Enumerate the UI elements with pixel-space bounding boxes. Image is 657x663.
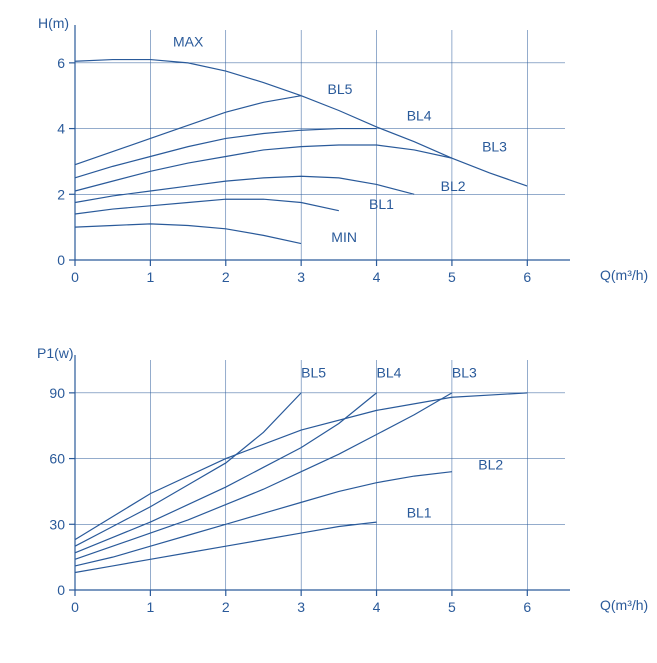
y-tick-label: 2 — [57, 186, 65, 202]
curve-bl2 — [75, 176, 414, 202]
curve-bl5 — [75, 96, 301, 165]
y-tick-label: 60 — [49, 451, 65, 467]
y-axis-label: H(m) — [38, 15, 69, 31]
x-tick-label: 4 — [373, 599, 381, 615]
x-axis-label: Q(m³/h) — [600, 597, 648, 613]
x-tick-label: 5 — [448, 599, 456, 615]
x-tick-label: 0 — [71, 599, 79, 615]
x-tick-label: 3 — [297, 599, 305, 615]
series-label-bl4: BL4 — [377, 365, 402, 381]
x-tick-label: 4 — [373, 269, 381, 285]
curve-bl3 — [75, 393, 452, 559]
x-axis-label: Q(m³/h) — [600, 267, 648, 283]
pump-curves-figure: 01234560246MAXBL5BL4BL3BL2BL1MINH(m)Q(m³… — [10, 10, 647, 653]
curve-bl1 — [75, 199, 339, 214]
x-tick-label: 6 — [523, 599, 531, 615]
series-label-max: MAX — [173, 33, 204, 49]
x-tick-label: 2 — [222, 269, 230, 285]
chart-svg: 01234560246MAXBL5BL4BL3BL2BL1MINH(m)Q(m³… — [10, 10, 657, 653]
y-tick-label: 6 — [57, 55, 65, 71]
chart2: 01234560306090BL5BL4BL3BL2BL1P1(w)Q(m³/h… — [37, 345, 648, 615]
curve-min — [75, 224, 301, 244]
y-tick-label: 90 — [49, 385, 65, 401]
x-tick-label: 0 — [71, 269, 79, 285]
series-label-min: MIN — [331, 229, 357, 245]
chart1: 0 1 2 3 4 5 6 0 2 4 6 MAX BL5 BL4 BL3 BL2 BL1 MIN H(m) Q(m³… — [38, 15, 648, 285]
series-label-bl3: BL3 — [452, 365, 477, 381]
x-tick-label: 3 — [297, 269, 305, 285]
series-label-bl3: BL3 — [482, 139, 507, 155]
y-tick-label: 0 — [57, 252, 65, 268]
x-tick-label: 1 — [146, 599, 154, 615]
series-label-bl2: BL2 — [478, 457, 503, 473]
x-tick-label: 1 — [146, 269, 154, 285]
series-label-bl1: BL1 — [407, 505, 432, 521]
y-tick-label: 4 — [57, 121, 65, 137]
y-tick-label: 30 — [49, 516, 65, 532]
curve-bl3 — [75, 145, 452, 191]
curve-bl5 — [75, 393, 301, 546]
series-label-bl5: BL5 — [301, 365, 326, 381]
series-label-bl4: BL4 — [407, 107, 432, 123]
series-label-bl1: BL1 — [369, 196, 394, 212]
series-label-bl2: BL2 — [441, 178, 466, 194]
x-tick-label: 2 — [222, 599, 230, 615]
series-label-bl5: BL5 — [328, 81, 353, 97]
x-tick-label: 5 — [448, 269, 456, 285]
y-tick-label: 0 — [57, 582, 65, 598]
x-tick-label: 6 — [523, 269, 531, 285]
y-axis-label: P1(w) — [37, 345, 74, 361]
curve-bl2 — [75, 472, 452, 566]
